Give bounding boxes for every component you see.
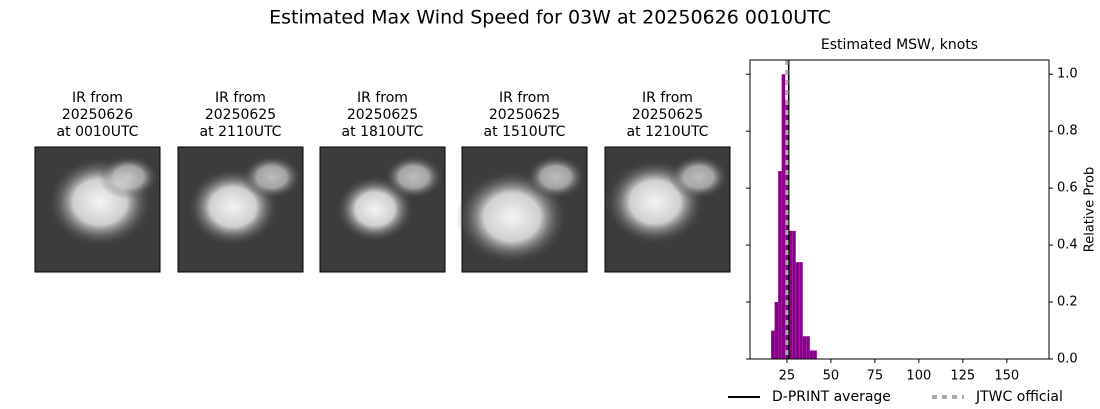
histogram-bar xyxy=(799,262,803,359)
y-tick-label: 0.0 xyxy=(1057,352,1078,367)
panel-caption: 20250625 xyxy=(489,107,560,123)
panel-caption: IR from xyxy=(642,90,693,106)
figure-title: Estimated Max Wind Speed for 03W at 2025… xyxy=(269,7,831,29)
panel-caption: 20250625 xyxy=(205,107,276,123)
y-tick-label: 1.0 xyxy=(1057,67,1078,82)
y-axis-label: Relative Prob xyxy=(1083,167,1098,252)
legend-label: D-PRINT average xyxy=(772,389,891,405)
histogram-bar xyxy=(813,350,817,359)
histogram-bar xyxy=(774,302,779,359)
y-tick-label: 0.2 xyxy=(1057,295,1078,310)
y-tick-label: 0.4 xyxy=(1057,238,1078,253)
plot-frame xyxy=(749,59,1050,360)
y-tick-label: 0.6 xyxy=(1057,181,1078,196)
panel-caption: at 1810UTC xyxy=(342,124,424,140)
ir-cloud xyxy=(668,155,729,199)
histogram-bar xyxy=(785,99,789,359)
y-tick-label: 0.8 xyxy=(1057,124,1078,139)
x-tick-label: 50 xyxy=(823,369,840,384)
histogram-bar xyxy=(778,171,782,359)
panel-caption: 20250626 xyxy=(62,107,133,123)
histogram-bar xyxy=(802,336,807,359)
ir-cloud xyxy=(383,155,444,199)
panel-caption: IR from xyxy=(357,90,408,106)
histogram-bar xyxy=(792,230,796,359)
legend-label: JTWC official xyxy=(975,389,1063,405)
panel-caption: IR from xyxy=(215,90,266,106)
histogram-bar xyxy=(806,336,810,359)
ir-cloud xyxy=(98,155,159,199)
panel-caption: 20250625 xyxy=(632,107,703,123)
x-tick-label: 25 xyxy=(779,369,796,384)
panel-caption: at 0010UTC xyxy=(57,124,139,140)
ir-cloud xyxy=(241,155,302,199)
histogram-bar xyxy=(795,262,800,359)
panel-caption: at 2110UTC xyxy=(200,124,282,140)
x-tick-label: 125 xyxy=(950,369,975,384)
x-tick-label: 75 xyxy=(867,369,884,384)
x-tick-label: 100 xyxy=(906,369,931,384)
histogram-chart: Estimated MSW, knots D-PRINT average JTWC … xyxy=(728,37,1098,405)
ir-cloud xyxy=(525,155,586,199)
histogram-bar xyxy=(809,350,814,359)
panel-caption: at 1210UTC xyxy=(627,124,709,140)
histogram-bar xyxy=(788,230,793,359)
chart-title: Estimated MSW, knots xyxy=(821,37,978,53)
histogram-bar xyxy=(771,330,775,359)
panel-caption: IR from xyxy=(72,90,123,106)
histogram-bar xyxy=(781,74,786,359)
x-tick-label: 150 xyxy=(994,369,1019,384)
panel-caption: IR from xyxy=(499,90,550,106)
panel-caption: 20250625 xyxy=(347,107,418,123)
panel-caption: at 1510UTC xyxy=(484,124,566,140)
